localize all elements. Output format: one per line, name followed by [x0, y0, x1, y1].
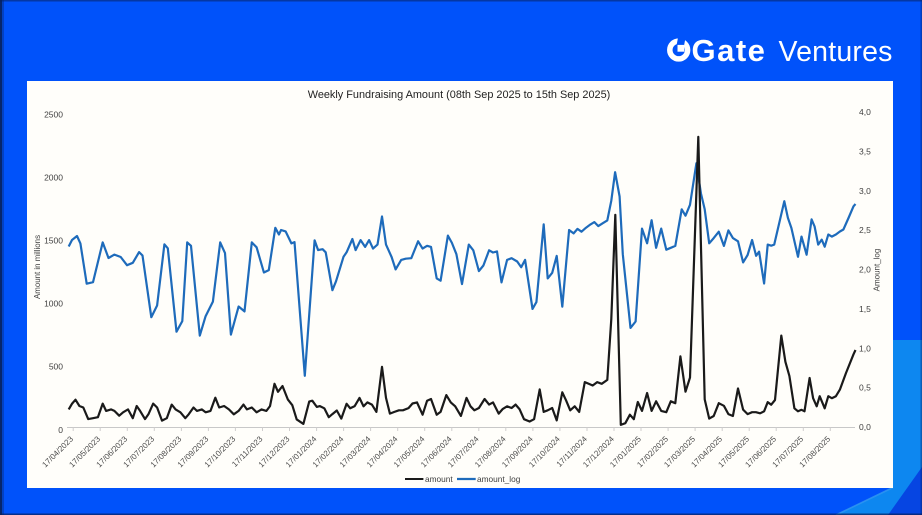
svg-text:2,0: 2,0 — [859, 265, 871, 275]
svg-text:0: 0 — [58, 425, 63, 435]
svg-text:2,5: 2,5 — [859, 225, 871, 235]
svg-text:1000: 1000 — [44, 299, 63, 309]
svg-text:2500: 2500 — [44, 109, 63, 119]
svg-text:3,0: 3,0 — [859, 186, 871, 196]
svg-text:0,5: 0,5 — [859, 383, 871, 393]
svg-text:Gate: Gate — [692, 33, 767, 68]
svg-text:Amount_log: Amount_log — [873, 249, 882, 292]
svg-text:amount_log: amount_log — [477, 474, 521, 484]
svg-text:4,0: 4,0 — [859, 107, 871, 117]
svg-text:1,5: 1,5 — [859, 304, 871, 314]
svg-text:Ventures: Ventures — [779, 36, 893, 68]
svg-text:1500: 1500 — [44, 235, 63, 245]
svg-text:Amount in millions: Amount in millions — [33, 235, 42, 299]
svg-text:2000: 2000 — [44, 172, 63, 182]
svg-text:500: 500 — [49, 362, 63, 372]
svg-text:Weekly Fundraising Amount (08t: Weekly Fundraising Amount (08th Sep 2025… — [308, 89, 611, 101]
svg-text:0,0: 0,0 — [859, 422, 871, 432]
svg-text:amount: amount — [425, 474, 453, 484]
svg-text:1,0: 1,0 — [859, 343, 871, 353]
svg-text:3,5: 3,5 — [859, 146, 871, 156]
